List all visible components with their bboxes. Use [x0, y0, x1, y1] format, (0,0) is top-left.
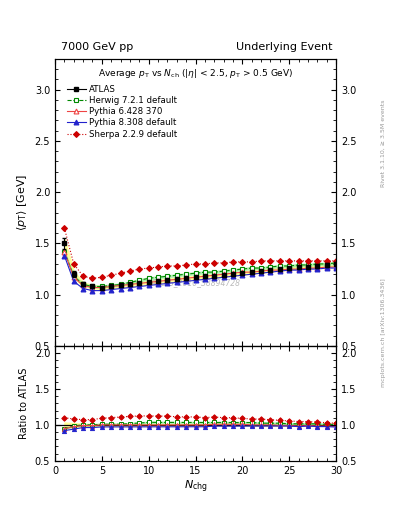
- Y-axis label: $\langle p_{\rm T} \rangle$ [GeV]: $\langle p_{\rm T} \rangle$ [GeV]: [15, 174, 29, 231]
- Text: ATLAS_2010_S8894728: ATLAS_2010_S8894728: [151, 279, 241, 287]
- Text: Average $p_{\rm T}$ vs $N_{\rm ch}$ ($|\eta|$ < 2.5, $p_{\rm T}$ > 0.5 GeV): Average $p_{\rm T}$ vs $N_{\rm ch}$ ($|\…: [98, 68, 293, 80]
- Y-axis label: Ratio to ATLAS: Ratio to ATLAS: [19, 368, 29, 439]
- Text: mcplots.cern.ch [arXiv:1306.3436]: mcplots.cern.ch [arXiv:1306.3436]: [381, 279, 386, 387]
- Text: 7000 GeV pp: 7000 GeV pp: [61, 42, 133, 52]
- Text: Rivet 3.1.10, ≥ 3.5M events: Rivet 3.1.10, ≥ 3.5M events: [381, 100, 386, 187]
- Legend: ATLAS, Herwig 7.2.1 default, Pythia 6.428 370, Pythia 8.308 default, Sherpa 2.2.: ATLAS, Herwig 7.2.1 default, Pythia 6.42…: [65, 83, 179, 140]
- Text: Underlying Event: Underlying Event: [235, 42, 332, 52]
- X-axis label: $N_{\rm chg}$: $N_{\rm chg}$: [184, 478, 208, 495]
